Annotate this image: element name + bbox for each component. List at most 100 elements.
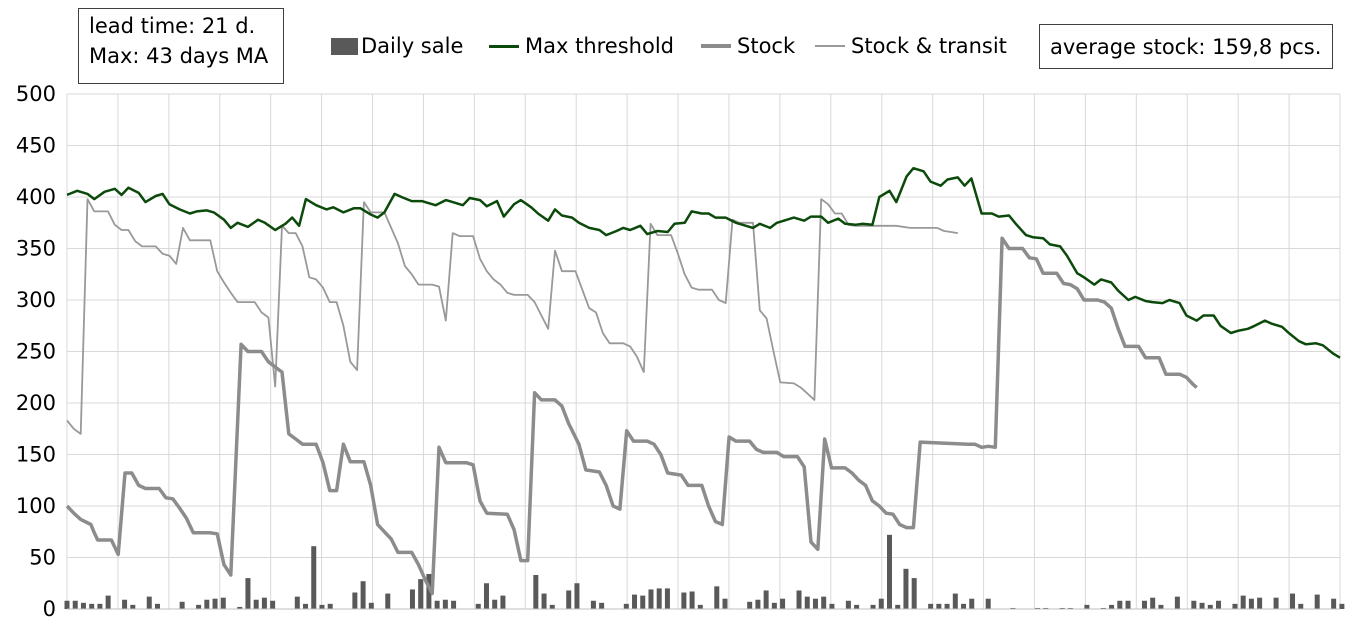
average-stock-text: average stock: 159,8 pcs. — [1050, 35, 1322, 59]
daily-sale-bar — [237, 606, 243, 609]
daily-sale-bar — [1100, 607, 1106, 609]
legend-daily-sale: Daily sale — [331, 34, 463, 58]
daily-sale-bar — [533, 575, 539, 609]
daily-sale-bar — [1298, 603, 1304, 609]
daily-sale-bar — [442, 599, 448, 609]
series-lines — [65, 166, 1341, 596]
daily-sale-bar — [895, 604, 901, 609]
y-tick-label: 250 — [16, 340, 56, 364]
legend-max-threshold: Max threshold — [489, 34, 674, 58]
daily-sale-bar — [821, 596, 827, 609]
lead-time-text: lead time: 21 d. — [89, 14, 256, 38]
daily-sale-bar — [689, 591, 695, 609]
daily-sale-bar — [89, 603, 95, 609]
y-tick-label: 400 — [16, 185, 56, 209]
average-stock-box: average stock: 159,8 pcs. — [1039, 24, 1333, 69]
daily-sale-bar — [854, 604, 860, 609]
daily-sale-bar — [664, 588, 670, 609]
daily-sale-bar — [1207, 604, 1213, 609]
daily-sale-bar — [1216, 600, 1222, 609]
daily-sale-bar — [418, 579, 424, 609]
daily-sale-bar — [130, 604, 136, 609]
daily-sale-bar — [1043, 607, 1049, 609]
daily-sale-bar — [541, 593, 547, 609]
daily-sale-bar — [722, 598, 728, 609]
daily-sale-bar — [1339, 603, 1345, 609]
max-threshold-line — [66, 166, 1341, 359]
daily-sale-bar — [911, 578, 917, 609]
legend-stock-transit-label: Stock & transit — [851, 34, 1007, 58]
daily-sale-bar — [492, 599, 498, 609]
daily-sale-bar — [771, 602, 777, 609]
daily-sale-bar — [1117, 600, 1123, 609]
daily-sale-bar — [566, 590, 572, 609]
daily-sale-bar — [105, 595, 111, 609]
legend-stock-transit: Stock & transit — [815, 34, 1007, 58]
y-tick-label: 50 — [29, 546, 56, 570]
daily-sale-bar — [1174, 596, 1180, 609]
y-tick-label: 150 — [16, 443, 56, 467]
daily-sale-bar — [1199, 602, 1205, 609]
y-tick-label: 0 — [43, 597, 56, 621]
daily-sale-bar — [360, 581, 366, 609]
daily-sale-bar — [434, 600, 440, 609]
daily-sale-bar — [1158, 604, 1164, 609]
stock-line — [65, 236, 1198, 596]
y-tick-label: 300 — [16, 288, 56, 312]
daily-sale-bar — [327, 603, 333, 609]
daily-sale-bar — [500, 595, 506, 609]
daily-sale-swatch — [331, 37, 358, 55]
daily-sale-bar — [1232, 603, 1238, 609]
daily-sale-bar — [64, 600, 70, 609]
y-tick-label: 100 — [16, 494, 56, 518]
max-ma-text: Max: 43 days MA — [89, 44, 269, 68]
daily-sale-bar — [97, 603, 103, 609]
daily-sale-bar — [154, 603, 160, 609]
daily-sale-bar — [409, 589, 415, 609]
grid-lines — [66, 93, 1341, 610]
stock-transit-line — [66, 198, 958, 435]
daily-sale-bar — [1084, 604, 1090, 609]
daily-sale-bar — [870, 604, 876, 609]
daily-sale-bar — [385, 593, 391, 609]
daily-sale-bar — [936, 603, 942, 609]
daily-sale-bar — [1290, 593, 1296, 609]
daily-sale-bar — [204, 599, 210, 609]
daily-sale-bar — [1273, 597, 1279, 609]
daily-sale-bar — [196, 604, 202, 609]
daily-sale-bar — [179, 601, 185, 609]
daily-sale-bar — [253, 599, 259, 609]
daily-sale-bar — [763, 590, 769, 609]
daily-sale-bars — [64, 534, 1345, 609]
daily-sale-bar — [270, 600, 276, 609]
daily-sale-bar — [1059, 607, 1065, 609]
daily-sale-bar — [648, 589, 654, 609]
daily-sale-bar — [1248, 598, 1254, 609]
daily-sale-bar — [122, 599, 128, 609]
legend-stock: Stock — [701, 34, 795, 58]
daily-sale-bar — [1109, 604, 1115, 609]
daily-sale-bar — [755, 599, 761, 609]
daily-sale-bar — [1314, 594, 1320, 609]
daily-sale-bar — [1125, 600, 1131, 609]
daily-sale-bar — [426, 573, 432, 609]
daily-sale-bar — [1240, 595, 1246, 609]
daily-sale-bar — [878, 598, 884, 609]
legend-daily-sale-label: Daily sale — [361, 34, 464, 58]
daily-sale-bar — [1331, 598, 1337, 609]
daily-sale-bar — [681, 592, 687, 609]
y-axis-ticks: 0 50 100 150 200 250 300 350 400 450 500 — [16, 82, 56, 621]
daily-sale-bar — [475, 603, 481, 609]
daily-sale-bar — [887, 534, 893, 609]
daily-sale-bar — [714, 586, 720, 609]
daily-sale-bar — [451, 600, 457, 609]
daily-sale-bar — [590, 600, 596, 609]
daily-sale-bar — [72, 600, 78, 609]
daily-sale-bar — [985, 598, 991, 609]
daily-sale-bar — [697, 604, 703, 609]
daily-sale-bar — [656, 588, 662, 609]
daily-sale-bar — [944, 603, 950, 609]
daily-sale-bar — [599, 602, 605, 609]
y-tick-label: 500 — [16, 82, 56, 106]
daily-sale-bar — [829, 603, 835, 609]
